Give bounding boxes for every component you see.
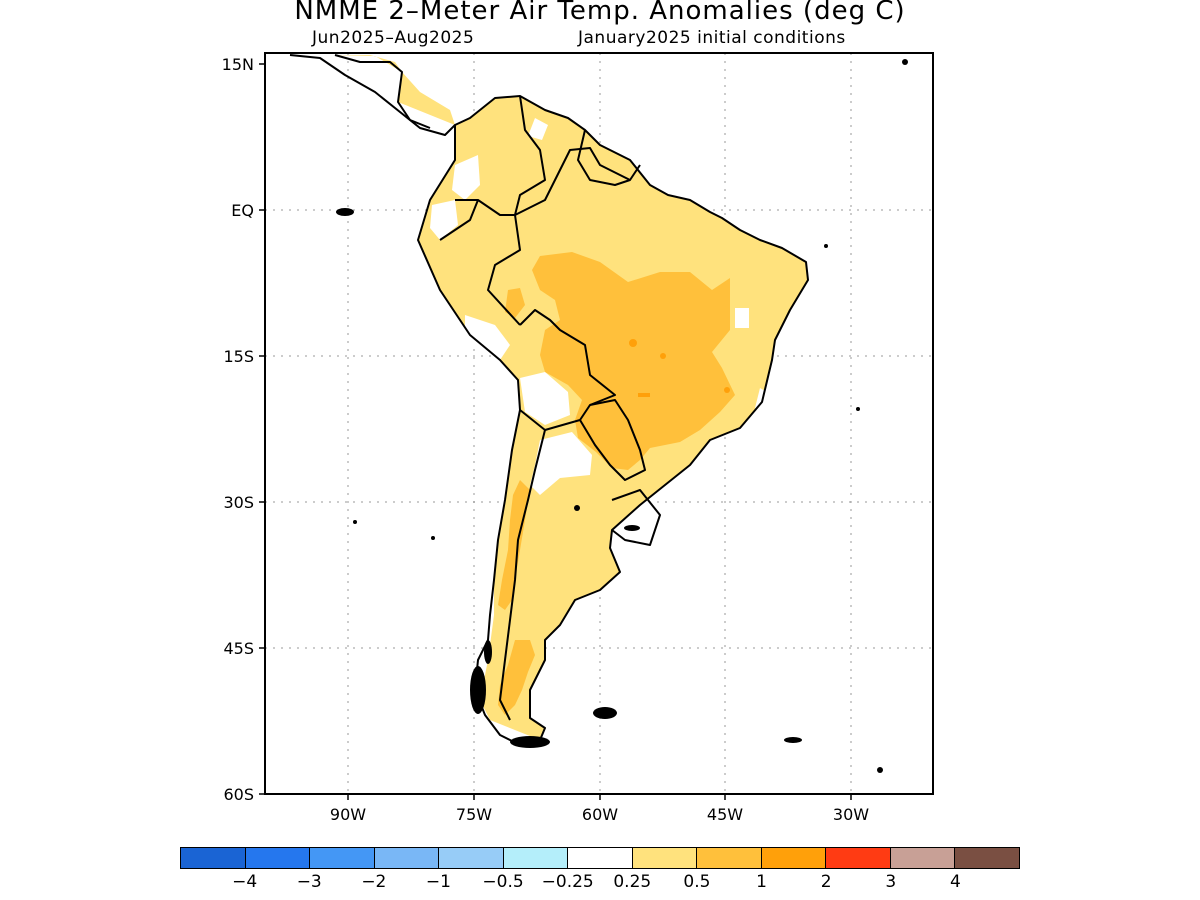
legend-label: −3 [296,872,322,892]
lon-label: 30W [833,805,869,824]
forecast-period: Jun2025–Aug2025 [312,28,475,48]
coastline-south-america [417,95,809,746]
lon-label: 75W [456,805,492,824]
chiloe-island [484,640,492,664]
legend-swatch [439,848,504,868]
chilean-archipelago [470,666,486,714]
latitude-ticks [259,63,265,795]
falkland-islands [593,707,617,719]
legend-swatch [761,848,827,868]
neutral-patch [452,155,480,200]
border [611,489,661,546]
legend-label: 1 [756,872,767,892]
color-legend-bar [180,847,1020,869]
small-island [877,767,883,773]
anomaly-region-low [332,55,808,740]
small-island [856,407,860,411]
legend-label: 0.5 [683,872,711,892]
lat-label: 30S [223,493,254,512]
coastline-central-america [289,54,456,136]
lat-label: 60S [223,785,254,804]
small-island [902,59,908,65]
legend-label: −1 [425,872,451,892]
lat-label: 15N [222,55,254,74]
small-island [431,536,435,540]
tierra-del-fuego [510,736,550,748]
lat-label: 15S [223,347,254,366]
border [519,309,616,431]
galapagos-islands [336,208,354,216]
border [514,95,546,216]
legend-swatch [632,848,698,868]
legend-label: 2 [820,872,832,892]
legend-swatch [503,848,569,868]
small-island [824,244,828,248]
neutral-patch [520,372,570,425]
anomaly-spot-high [638,393,650,397]
map-frame [264,52,934,795]
legend-label: −4 [232,872,258,892]
legend-swatch [374,848,440,868]
anomaly-spot-high [724,387,730,393]
border [579,399,646,481]
latitude-labels: 15N EQ 15S 30S 45S 60S [222,55,254,804]
lon-label: 60W [582,805,618,824]
border [439,199,479,241]
lat-label: 45S [223,639,254,658]
legend-swatch [568,848,633,868]
neutral-patch [430,200,458,240]
legend-swatch [955,848,1019,868]
legend-label: 4 [949,872,961,892]
legend-label: −2 [361,872,387,892]
islands [336,59,908,773]
legend-label: 0.25 [613,872,652,892]
lagoa-dos-patos [624,525,640,531]
legend-label: −0.25 [541,872,594,892]
border [477,199,521,326]
legend-swatch [310,848,375,868]
lat-label: EQ [231,201,254,220]
longitude-ticks [347,794,852,800]
lon-label: 45W [707,805,743,824]
anomaly-region-mid-peru [505,288,525,318]
border [577,129,631,186]
small-island [574,505,580,511]
longitude-labels: 90W 75W 60W 45W 30W [330,805,869,824]
legend-swatch [697,848,762,868]
legend-swatch [181,848,246,868]
border [499,429,546,721]
neutral-patch [735,308,749,328]
anomaly-region-mid-andes [498,480,530,610]
legend-swatch [826,848,891,868]
south-georgia [784,737,802,743]
neutral-patch [530,432,592,495]
anomaly-spot-high [629,339,637,347]
map-title: NMME 2–Meter Air Temp. Anomalies (deg C) [294,0,906,26]
legend-swatch [245,848,311,868]
lon-label: 90W [330,805,366,824]
initial-conditions: January2025 initial conditions [578,28,846,48]
legend-label: −0.5 [482,872,524,892]
anomaly-region-mid-patagonia [498,640,535,715]
anomaly-spot-high [660,353,666,359]
legend-label: 3 [885,872,897,892]
small-island [353,520,357,524]
country-borders [289,54,809,746]
temperature-anomaly-field [332,55,808,740]
neutral-patch [528,118,548,140]
neutral-patch [465,315,510,360]
legend-swatch [890,848,956,868]
coastline-central-america [334,54,431,129]
